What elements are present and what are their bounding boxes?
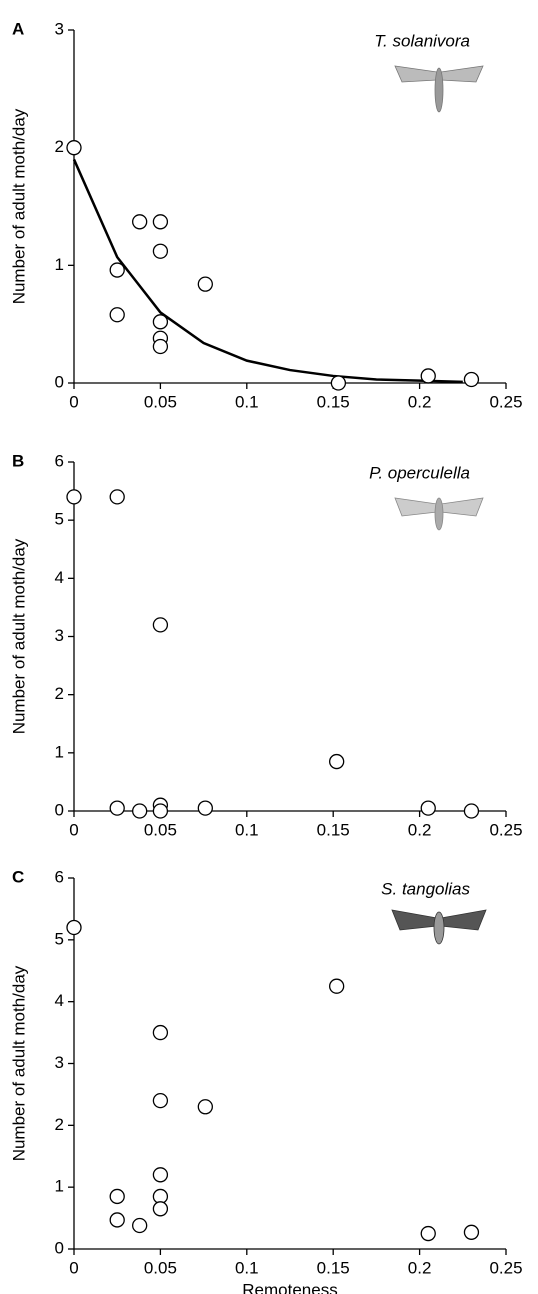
point (132, 214, 148, 230)
point (197, 1099, 213, 1115)
point (152, 803, 169, 819)
point (152, 1201, 169, 1217)
y-axis-label: Number of adult moth/day (9, 538, 28, 734)
panel-title: P. operculella (369, 463, 470, 482)
x-tick-label: 0.25 (489, 392, 522, 411)
x-tick-label: 0.05 (144, 1258, 177, 1277)
x-axis-label: Remoteness (242, 1280, 337, 1294)
point (109, 307, 125, 323)
y-tick-label: 1 (55, 255, 64, 274)
point (66, 919, 82, 936)
point (152, 1167, 169, 1183)
y-tick-label: 2 (55, 1115, 64, 1134)
moth-icon (394, 497, 484, 531)
y-tick-label: 6 (55, 867, 64, 886)
x-tick-label: 0.05 (144, 820, 177, 839)
point (152, 1092, 169, 1109)
x-tick-label: 0.2 (408, 392, 432, 411)
point (132, 1217, 148, 1234)
y-tick-label: 3 (55, 626, 64, 645)
x-tick-label: 0 (69, 392, 78, 411)
x-tick-label: 0.15 (317, 820, 350, 839)
x-tick-label: 0.25 (489, 820, 522, 839)
x-tick-label: 0 (69, 1258, 78, 1277)
x-tick-label: 0.1 (235, 820, 259, 839)
y-tick-label: 6 (55, 451, 64, 470)
point (152, 314, 169, 330)
panel-title: S. tangolias (381, 879, 470, 898)
panel-label: C (12, 867, 24, 886)
y-tick-label: 3 (55, 1053, 64, 1072)
point (152, 214, 169, 230)
point (109, 489, 125, 505)
y-axis-label: Number of adult moth/day (9, 108, 28, 304)
point (197, 800, 213, 816)
x-tick-label: 0.05 (144, 392, 177, 411)
point (66, 489, 82, 505)
panel-label: A (12, 19, 24, 38)
y-tick-label: 4 (55, 568, 64, 587)
point (463, 1224, 480, 1240)
point (109, 800, 125, 816)
y-tick-label: 1 (55, 1177, 64, 1196)
moth-icon (391, 909, 487, 945)
point (132, 803, 148, 819)
y-tick-label: 3 (55, 19, 64, 38)
point (152, 243, 169, 259)
point (329, 753, 345, 770)
point (109, 262, 125, 278)
x-tick-label: 0.15 (317, 392, 350, 411)
y-tick-label: 2 (55, 684, 64, 703)
point (66, 140, 82, 156)
x-tick-label: 0 (69, 820, 78, 839)
y-axis-label: Number of adult moth/day (9, 965, 28, 1161)
point (420, 1225, 436, 1242)
y-tick-label: 2 (55, 137, 64, 156)
point (420, 800, 436, 816)
point (109, 1212, 125, 1228)
y-tick-label: 0 (55, 372, 64, 391)
y-tick-label: 0 (55, 800, 64, 819)
point (152, 338, 169, 355)
y-tick-label: 4 (55, 991, 64, 1010)
panel-title: T. solanivora (374, 31, 470, 50)
y-tick-label: 5 (55, 510, 64, 529)
point (152, 617, 169, 633)
point (329, 978, 345, 994)
y-tick-label: 0 (55, 1238, 64, 1257)
point (463, 803, 480, 819)
y-tick-label: 1 (55, 742, 64, 761)
x-tick-label: 0.2 (408, 1258, 432, 1277)
point (197, 276, 213, 292)
x-tick-label: 0.1 (235, 392, 259, 411)
point (109, 1188, 125, 1205)
x-tick-label: 0.25 (489, 1258, 522, 1277)
point (152, 1024, 169, 1041)
moth-icon (394, 65, 484, 113)
point (463, 371, 480, 388)
x-tick-label: 0.1 (235, 1258, 259, 1277)
point (420, 368, 436, 384)
y-tick-label: 5 (55, 929, 64, 948)
x-tick-label: 0.15 (317, 1258, 350, 1277)
panel-label: B (12, 451, 24, 470)
fit-line (72, 158, 463, 384)
x-tick-label: 0.2 (408, 820, 432, 839)
point (330, 375, 347, 391)
